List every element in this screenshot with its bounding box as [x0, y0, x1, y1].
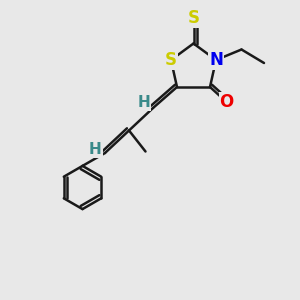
Text: O: O: [219, 93, 234, 111]
Text: H: H: [138, 95, 150, 110]
Text: N: N: [209, 51, 223, 69]
Text: S: S: [188, 9, 200, 27]
Text: S: S: [165, 51, 177, 69]
Text: H: H: [89, 142, 102, 157]
